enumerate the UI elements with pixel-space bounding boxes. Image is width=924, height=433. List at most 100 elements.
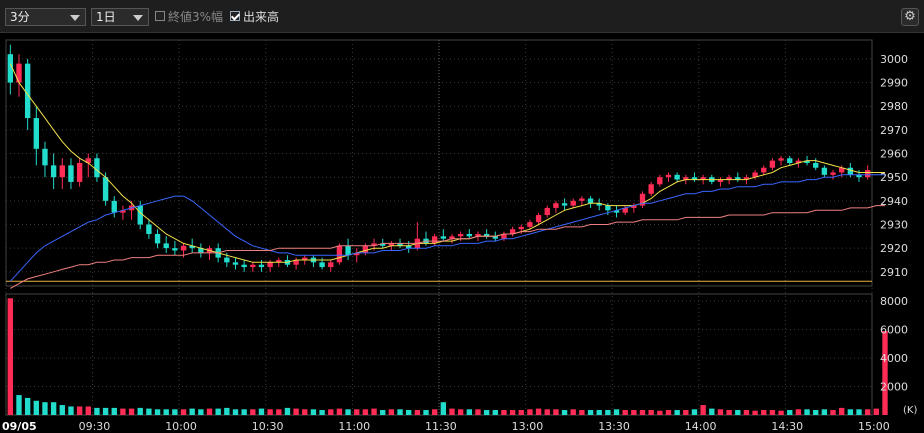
volume-bar [293,408,299,415]
volume-bar [761,410,767,415]
volume-bar [431,409,438,415]
candle-body [579,198,585,201]
volume-bar [42,402,48,415]
candle-body [527,222,533,227]
candle-body [509,229,516,234]
candle-body [501,233,507,239]
volume-bar [717,409,724,415]
candle-body [743,177,750,180]
volume-bar [163,409,169,415]
volume-bar [882,331,888,415]
candle-body [518,226,524,230]
volume-bar [258,408,265,415]
candle-body [613,210,620,213]
candle-body [302,257,308,260]
volume-bar [224,407,230,415]
period-select[interactable]: 1日 [91,8,149,26]
candle-body [674,174,680,180]
candle-body [94,158,100,178]
volume-bar [683,410,689,415]
volume-bar [700,405,706,415]
time-tick-label: 10:00 [165,420,197,433]
volume-bar [657,410,663,415]
time-tick-label: 11:00 [338,420,370,433]
candle-body [570,200,576,206]
volume-bar [198,409,204,415]
volume-bar [215,408,221,415]
candle-body [761,167,767,173]
candle-body [847,167,854,175]
candle-body [553,203,559,208]
time-tick-label: 11:30 [425,420,457,433]
volume-bar [250,409,256,415]
candle-body [362,245,369,253]
volume-tick-label: 6000 [880,324,908,337]
volume-bar [544,409,550,415]
time-tick-label: 15:00 [858,420,890,433]
volume-bar [561,410,568,415]
candle-body [336,245,343,263]
candle-body [137,205,143,225]
volume-bar [414,410,421,415]
volume-bar [232,409,239,415]
interval-select[interactable]: 3分 [5,8,86,26]
settings-button[interactable]: ⚙ [901,8,919,26]
volume-bar [475,409,481,415]
candle-body [605,205,611,211]
pct-band-checkbox[interactable] [155,11,165,21]
candle-body [180,245,187,251]
volume-bar [596,410,602,415]
volume-bar [769,410,776,415]
candle-body [657,177,663,185]
volume-bar [665,410,672,415]
time-tick-label: 14:00 [685,420,717,433]
pct-band-label: 終値3%幅 [168,10,224,24]
volume-bar [518,410,524,415]
candle-body [813,163,819,168]
candle-body [111,200,117,213]
candle-body [354,252,360,256]
candle-body [189,245,195,249]
candle-body [665,174,672,178]
candle-body [475,233,481,237]
candle-body [821,167,828,175]
price-tick-label: 3000 [880,53,908,66]
chart-toolbar: 3分 1日 終値3%幅 出来高 ⚙ [0,0,924,33]
candle-body [154,233,161,244]
interval-select-value: 3分 [10,10,30,24]
candle-body [431,236,438,244]
volume-bar [276,409,282,415]
volume-bar [206,408,213,415]
price-tick-label: 2980 [880,100,908,113]
volume-bar [570,409,576,415]
volume-bar [726,410,732,415]
candle-body [544,207,550,216]
candle-body [397,243,403,246]
volume-checkbox[interactable] [230,11,240,21]
volume-bar [68,406,74,415]
volume-bar [752,410,758,415]
candle-body [388,243,395,246]
volume-bar [50,402,57,415]
volume-bar [440,402,447,415]
volume-bar [128,408,135,415]
candle-body [535,215,542,223]
volume-bar [189,408,195,415]
candle-body [250,264,256,268]
volume-bar [449,408,455,415]
candle-body [59,165,65,178]
moving-averages [9,63,885,289]
volume-bar [492,410,498,415]
volume-bar [743,410,750,415]
candle-body [102,177,109,201]
time-tick-label: 14:30 [771,420,803,433]
candle-body [232,262,239,265]
candle-body [371,243,377,246]
candle-body [795,160,802,163]
volume-bar [76,406,83,415]
volume-bar [873,408,880,415]
volume-bar [33,400,39,415]
candle-body [68,165,74,182]
volume-bar [284,407,291,415]
time-tick-label: 09/05 [2,420,37,433]
